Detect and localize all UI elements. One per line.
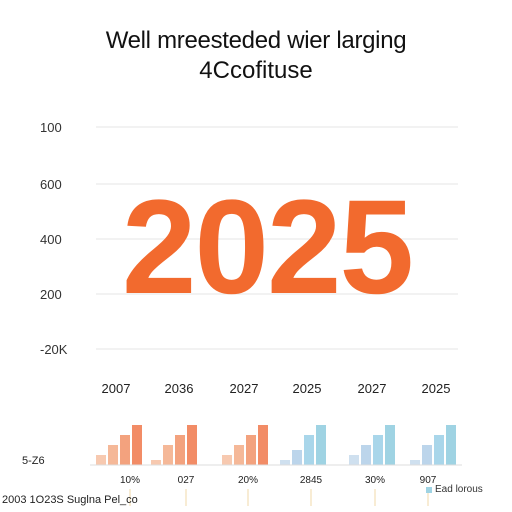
bottom-tick-label: 2845 [300,475,323,486]
bar [373,435,383,465]
bottom-tick-label: 10% [120,475,140,486]
bar [246,435,256,465]
x-tick-label: 2007 [102,381,131,396]
y-tick-label: 100 [40,120,62,135]
bar [258,425,268,465]
bar [151,460,161,465]
bottom-tick-label: 907 [420,475,437,486]
x-tick-label: 2025 [293,381,322,396]
bar [132,425,142,465]
bar [434,435,444,465]
bar [422,445,432,465]
legend-swatch [426,486,432,493]
bar [222,455,232,465]
bottom-tick-label: 30% [365,475,385,486]
bar [361,445,371,465]
bar [120,435,130,465]
y-tick-label: -20K [40,342,68,357]
bottom-tick-label: 20% [238,475,258,486]
bar [385,425,395,465]
highlight-year: 2025 [121,173,414,322]
bar [234,445,244,465]
y-tick-label: 200 [40,287,62,302]
bar [187,425,197,465]
y-tick-label: 600 [40,177,62,192]
bottom-tick-label: 027 [178,475,195,486]
legend-label: Ead lorous [435,484,483,495]
bar [175,435,185,465]
bar [410,460,420,465]
chart-subtitle: 4Ccofituse [199,57,313,84]
bar [108,445,118,465]
y-tick-label: 400 [40,232,62,247]
footer-text: 2003 1O23S Suglna Pel_co [2,494,138,506]
x-tick-label: 2027 [358,381,387,396]
x-tick-label: 2025 [422,381,451,396]
bar [280,460,290,465]
bar [96,455,106,465]
chart-title: Well mreesteded wier larging [105,27,407,54]
bar [446,425,456,465]
bar [349,455,359,465]
bottom-axis-label: 5-Z6 [22,455,45,467]
legend: Ead lorous [426,484,483,495]
bar [304,435,314,465]
bar [316,425,326,465]
x-tick-label: 2036 [165,381,194,396]
bar [163,445,173,465]
bar [292,450,302,465]
x-tick-label: 2027 [230,381,259,396]
